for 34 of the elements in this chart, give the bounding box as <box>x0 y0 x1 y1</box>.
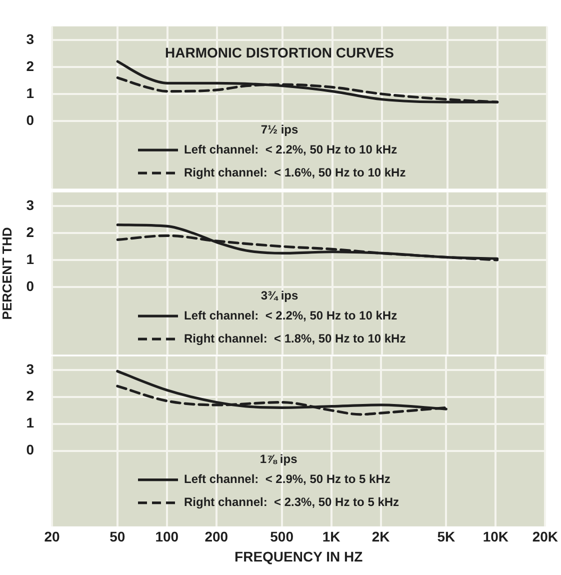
x-axis-title: FREQUENCY IN HZ <box>234 548 364 565</box>
y-tick-label: 1 <box>26 84 34 101</box>
x-tick-label: 5K <box>437 528 456 545</box>
x-tick-label: 20 <box>44 528 60 545</box>
y-tick-label: 3 <box>26 196 34 213</box>
text: HARMONIC DISTORTION CURVES <box>165 44 394 60</box>
x-tick-label: 20K <box>532 528 558 545</box>
y-axis-title: PERCENT THD <box>0 227 14 320</box>
y-tick-label: 2 <box>26 58 34 74</box>
x-tick-label: 200 <box>204 528 228 545</box>
y-tick-label: 3 <box>26 360 34 377</box>
text: 3¾ ips <box>260 288 298 302</box>
y-tick-label: 1 <box>26 250 34 267</box>
x-tick-label: 1K <box>322 528 340 545</box>
x-tick-label: 50 <box>110 528 126 545</box>
text: 7½ ips <box>260 122 298 136</box>
legend-label: Right channel: < 2.3%, 50 Hz to 5 kHz <box>184 495 400 510</box>
legend-label: Right channel: < 1.8%, 50 Hz to 10 kHz <box>184 331 406 346</box>
y-tick-label: 0 <box>26 278 34 294</box>
y-tick-label: 3 <box>26 30 34 47</box>
legend-label: Right channel: < 1.6%, 50 Hz to 10 kHz <box>184 165 406 180</box>
x-tick-label: 100 <box>155 528 179 545</box>
legend-label: Left channel: < 2.2%, 50 Hz to 10 kHz <box>184 142 398 156</box>
legend-label: Left channel: < 2.9%, 50 Hz to 5 kHz <box>184 472 390 486</box>
x-tick-label: 500 <box>270 528 294 545</box>
text: 1⅞ ips <box>260 452 298 466</box>
y-tick-label: 0 <box>26 112 34 128</box>
x-tick-label: 2K <box>372 528 390 545</box>
y-tick-label: 2 <box>26 224 34 240</box>
legend-label: Left channel: < 2.2%, 50 Hz to 10 kHz <box>184 308 398 322</box>
y-tick-label: 0 <box>26 442 34 458</box>
y-tick-label: 1 <box>26 414 34 431</box>
x-tick-label: 10K <box>482 528 509 545</box>
y-tick-label: 2 <box>26 388 34 404</box>
